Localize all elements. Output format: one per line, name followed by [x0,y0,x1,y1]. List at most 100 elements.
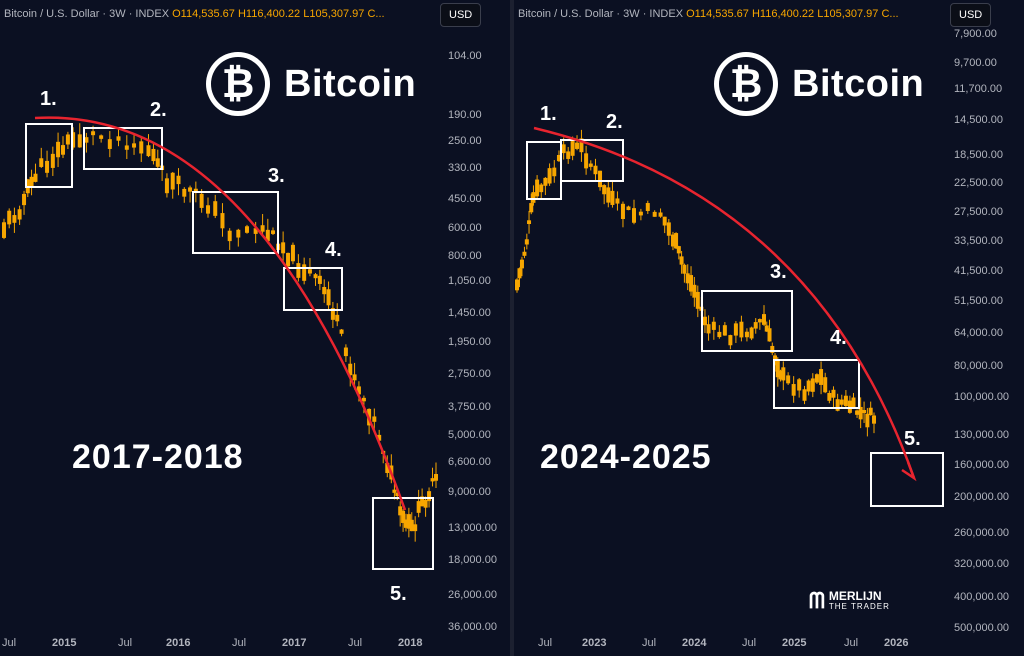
candle-body [744,331,749,338]
candle-body [561,144,566,154]
candle-body [188,187,193,192]
candle-body [775,360,780,378]
y-axis-tick-label: 2,750.00 [448,368,491,380]
phase-label-4: 4. [325,239,342,261]
candle-body [361,397,366,402]
y-axis-tick-label: 250.00 [448,135,482,147]
candle-body [326,289,331,306]
candle-body [39,158,44,167]
candle-body [7,210,12,225]
candle-body [322,286,327,295]
y-axis-tick-label: 11,700.00 [954,83,1002,95]
currency-button[interactable]: USD [440,3,482,27]
candle-body [652,211,657,217]
candle-body [65,134,70,145]
candle-body [865,413,870,428]
candle-body [666,222,671,236]
candle-body [862,410,867,414]
open-value: O114,535.67 [172,8,235,20]
candle-body [757,319,762,323]
candle-body [823,377,828,393]
candle-body [281,242,286,254]
chart-canvas-2024: 7,900.00 9,700.00 11,700.00 14,500.00 18,500… [515,28,1009,649]
phase-box-1 [25,123,73,188]
low-value: L105,307.97 [303,8,365,20]
candle-body [835,399,840,411]
candle-body [547,168,552,184]
x-axis-tick-label: Jul [844,637,858,649]
candle-body [689,275,694,292]
candle-body [552,167,557,177]
candle-body [427,491,432,502]
y-axis-tick-label: 6,600.00 [448,456,491,468]
high-value: H116,400.22 [237,8,301,20]
currency-button[interactable]: USD [950,3,992,27]
y-axis-tick-label: 104.00 [448,50,482,62]
candle-body [77,134,82,148]
y-axis-tick-label: 64,000.00 [954,327,1003,339]
phase-label-5: 5. [904,428,921,450]
open-value: O114,535.67 [686,8,749,20]
candle-body [164,178,169,194]
candle-body [22,193,27,206]
candle-body [527,220,532,224]
candle-body [598,170,603,188]
candle-body [645,203,650,212]
candle-body [786,375,791,384]
candle-body [831,389,836,398]
candle-body [91,131,96,136]
y-axis-tick-label: 18,500.00 [954,149,1003,161]
x-axis-tick-label: 2025 [782,637,806,649]
candle-body [695,291,700,309]
candle-body [670,234,675,247]
candle-body [810,378,815,392]
merlijn-logo-icon: ᗰ [809,588,825,613]
phase-label-1: 1. [40,88,57,110]
candle-body [733,323,738,336]
candle-body [45,160,50,173]
candle-body [579,138,584,153]
x-axis-tick-label: Jul [118,637,132,649]
candle-body [213,201,218,216]
candle-body [343,347,348,357]
candle-body [676,246,681,254]
y-axis-tick-label: 130,000.00 [954,429,1009,441]
candle-body [602,185,607,195]
candle-body [206,205,211,214]
y-axis-tick-label: 1,050.00 [448,275,491,287]
phase-box-5 [870,452,944,507]
y-axis-tick-label: 160,000.00 [954,459,1009,471]
candle-body [717,331,722,338]
candle-body [706,324,711,334]
candle-body [182,188,187,197]
candle-body [843,395,848,407]
y-axis-tick-label: 9,000.00 [448,486,491,498]
y-axis-tick-label: 1,450.00 [448,307,491,319]
candle-body [430,478,435,482]
candle-body [781,367,786,381]
watermark-line1: MERLIJN [828,589,882,603]
candle-body [851,397,856,408]
chart-panel-2017[interactable]: 104.00 190.00 250.00 330.00 450.00 600.00 800.… [0,0,510,656]
candle-body [762,314,766,325]
candle-body [260,225,265,232]
x-axis-tick-label: 2016 [166,637,190,649]
candle-body [71,132,76,148]
phase-label-3: 3. [770,261,787,283]
phase-label-3: 3. [268,165,285,187]
candle-body [348,363,353,376]
candle-body [806,380,811,392]
y-axis-tick-label: 1,950.00 [448,336,491,348]
candle-body [606,187,611,203]
x-axis-tick-label: 2018 [398,637,422,649]
candle-body [409,519,414,532]
brand-title: Bitcoin [284,62,417,105]
chart-panel-2024[interactable]: 7,900.00 9,700.00 11,700.00 14,500.00 18,500… [514,0,1024,656]
candle-body [522,251,527,256]
phase-label-2: 2. [606,111,623,133]
candle-body [584,153,589,169]
panel-divider [510,0,514,656]
candle-body [107,139,112,149]
bitcoin-glyph: ₿ [719,57,773,111]
candle-body [749,327,754,339]
